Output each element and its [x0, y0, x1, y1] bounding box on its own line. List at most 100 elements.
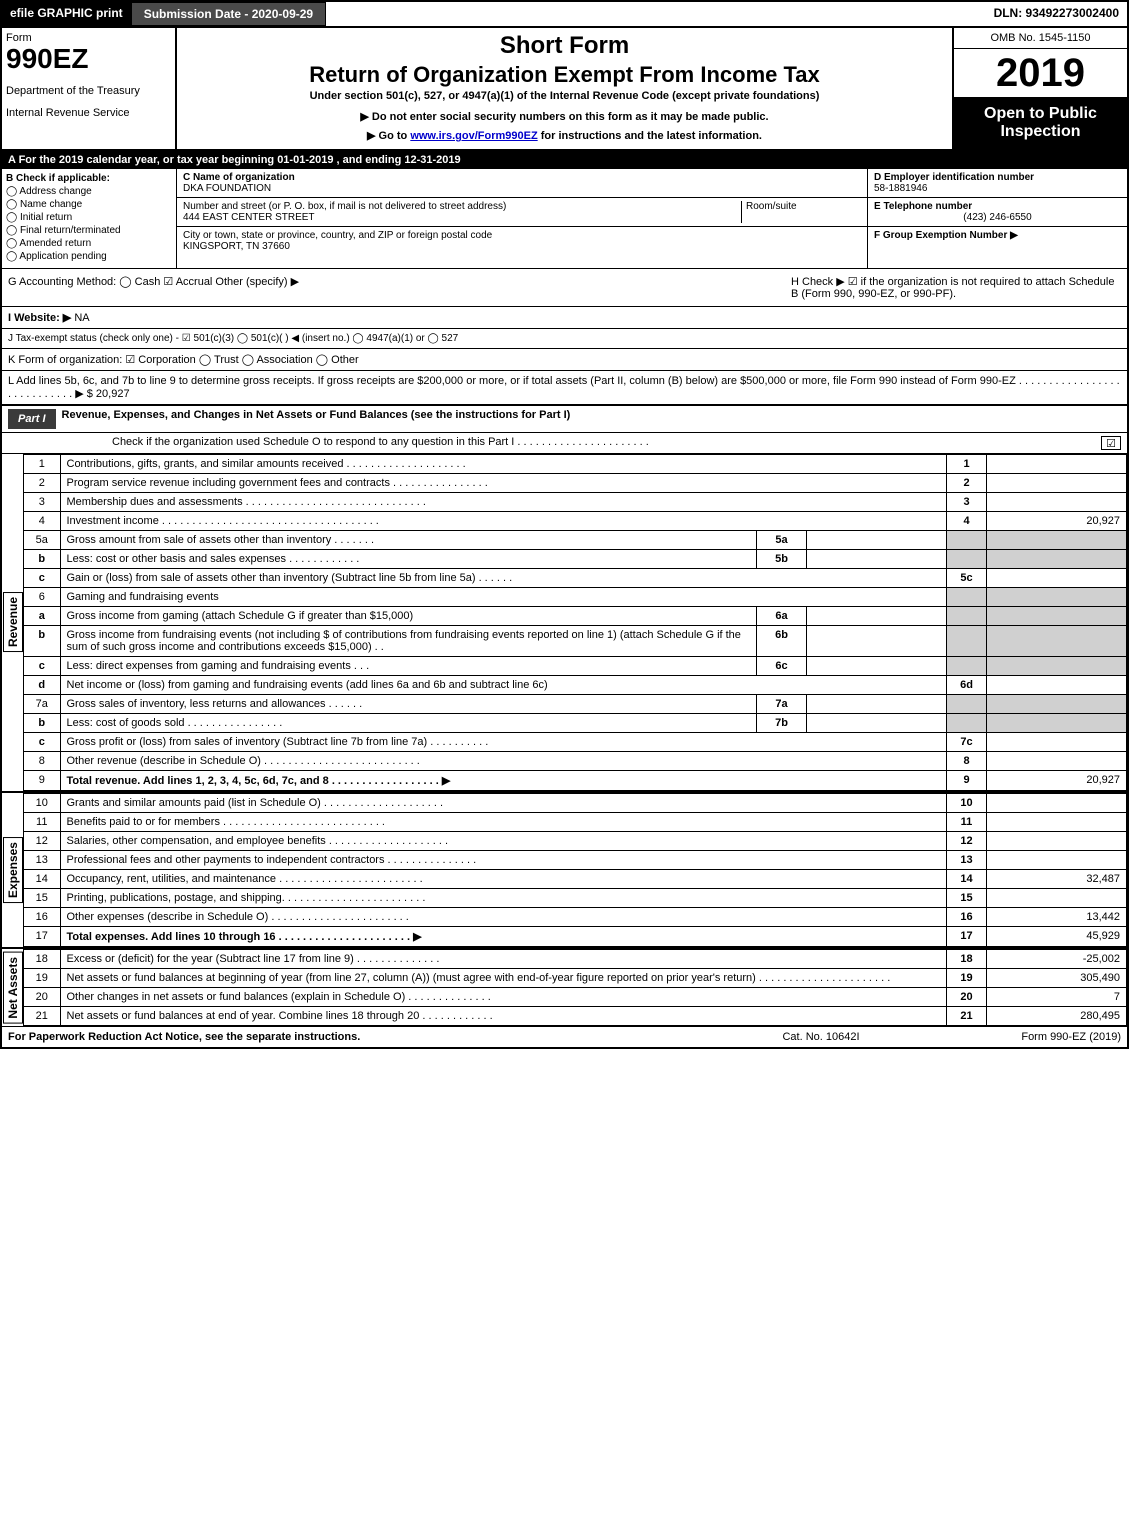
- table-row: 20Other changes in net assets or fund ba…: [24, 988, 1127, 1007]
- line-l: L Add lines 5b, 6c, and 7b to line 9 to …: [2, 371, 1127, 406]
- tax-year: 2019: [954, 49, 1127, 97]
- part1-title: Revenue, Expenses, and Changes in Net As…: [62, 409, 571, 429]
- part1-tag: Part I: [8, 409, 56, 429]
- group-exemption-label: F Group Exemption Number ▶: [874, 230, 1121, 241]
- ein-label: D Employer identification number: [874, 172, 1121, 183]
- chk-amended-return[interactable]: ◯ Amended return: [6, 238, 172, 249]
- table-row: dNet income or (loss) from gaming and fu…: [24, 676, 1127, 695]
- expenses-section: Expenses 10Grants and similar amounts pa…: [2, 791, 1127, 947]
- table-row: 19Net assets or fund balances at beginni…: [24, 969, 1127, 988]
- part1-checkbox[interactable]: ☑: [1101, 436, 1121, 450]
- table-row: 7aGross sales of inventory, less returns…: [24, 695, 1127, 714]
- addr-label: Number and street (or P. O. box, if mail…: [183, 201, 741, 212]
- chk-name-change[interactable]: ◯ Name change: [6, 199, 172, 210]
- form-header: Form 990EZ Department of the Treasury In…: [2, 28, 1127, 151]
- paperwork-notice: For Paperwork Reduction Act Notice, see …: [8, 1031, 721, 1043]
- org-address: 444 EAST CENTER STREET: [183, 212, 741, 223]
- schedule-b-check: H Check ▶ ☑ if the organization is not r…: [791, 275, 1121, 300]
- line-g-h: G Accounting Method: ◯ Cash ☑ Accrual Ot…: [2, 269, 1127, 307]
- revenue-side-label: Revenue: [3, 592, 23, 652]
- form-title: Return of Organization Exempt From Incom…: [181, 62, 948, 88]
- form-footer-label: Form 990-EZ (2019): [921, 1031, 1121, 1043]
- box-b-title: B Check if applicable:: [6, 173, 172, 184]
- chk-address-change[interactable]: ◯ Address change: [6, 186, 172, 197]
- org-city: KINGSPORT, TN 37660: [183, 241, 861, 252]
- revenue-section: Revenue 1Contributions, gifts, grants, a…: [2, 454, 1127, 791]
- table-row: 6Gaming and fundraising events: [24, 588, 1127, 607]
- city-label: City or town, state or province, country…: [183, 230, 861, 241]
- table-row: bGross income from fundraising events (n…: [24, 626, 1127, 657]
- open-inspection-label: Open to Public Inspection: [954, 97, 1127, 149]
- irs-link[interactable]: www.irs.gov/Form990EZ: [410, 130, 537, 142]
- chk-application-pending[interactable]: ◯ Application pending: [6, 251, 172, 262]
- identification-block: B Check if applicable: ◯ Address change …: [2, 169, 1127, 269]
- irs-label: Internal Revenue Service: [6, 107, 171, 119]
- table-row: cGross profit or (loss) from sales of in…: [24, 733, 1127, 752]
- table-row: 21Net assets or fund balances at end of …: [24, 1007, 1127, 1026]
- table-row: 17Total expenses. Add lines 10 through 1…: [24, 927, 1127, 947]
- header-right: OMB No. 1545-1150 2019 Open to Public In…: [952, 28, 1127, 149]
- short-form-title: Short Form: [181, 32, 948, 60]
- box-b: B Check if applicable: ◯ Address change …: [2, 169, 177, 268]
- chk-initial-return[interactable]: ◯ Initial return: [6, 212, 172, 223]
- header-center: Short Form Return of Organization Exempt…: [177, 28, 952, 149]
- table-row: 15Printing, publications, postage, and s…: [24, 889, 1127, 908]
- tax-year-line: A For the 2019 calendar year, or tax yea…: [2, 151, 1127, 169]
- part1-header: Part I Revenue, Expenses, and Changes in…: [2, 406, 1127, 433]
- table-row: 16Other expenses (describe in Schedule O…: [24, 908, 1127, 927]
- line-k: K Form of organization: ☑ Corporation ◯ …: [2, 349, 1127, 371]
- table-row: 3Membership dues and assessments . . . .…: [24, 493, 1127, 512]
- table-row: bLess: cost or other basis and sales exp…: [24, 550, 1127, 569]
- table-row: 10Grants and similar amounts paid (list …: [24, 794, 1127, 813]
- table-row: 5aGross amount from sale of assets other…: [24, 531, 1127, 550]
- form-page: efile GRAPHIC print Submission Date - 20…: [0, 0, 1129, 1049]
- table-row: cLess: direct expenses from gaming and f…: [24, 657, 1127, 676]
- table-row: 1Contributions, gifts, grants, and simil…: [24, 455, 1127, 474]
- expenses-table: 10Grants and similar amounts paid (list …: [24, 793, 1127, 947]
- expenses-side-label: Expenses: [3, 837, 23, 903]
- catalog-number: Cat. No. 10642I: [721, 1031, 921, 1043]
- tel-value: (423) 246-6550: [874, 212, 1121, 223]
- page-footer: For Paperwork Reduction Act Notice, see …: [2, 1026, 1127, 1047]
- line-i: I Website: ▶ NA: [2, 307, 1127, 329]
- table-row: bLess: cost of goods sold . . . . . . . …: [24, 714, 1127, 733]
- revenue-table: 1Contributions, gifts, grants, and simil…: [24, 454, 1127, 791]
- accounting-method: G Accounting Method: ◯ Cash ☑ Accrual Ot…: [8, 275, 791, 300]
- header-left: Form 990EZ Department of the Treasury In…: [2, 28, 177, 149]
- table-row: aGross income from gaming (attach Schedu…: [24, 607, 1127, 626]
- box-c: C Name of organization DKA FOUNDATION Nu…: [177, 169, 867, 268]
- table-row: cGain or (loss) from sale of assets othe…: [24, 569, 1127, 588]
- netassets-section: Net Assets 18Excess or (deficit) for the…: [2, 947, 1127, 1026]
- chk-final-return[interactable]: ◯ Final return/terminated: [6, 225, 172, 236]
- goto-link-line: ▶ Go to www.irs.gov/Form990EZ for instru…: [181, 129, 948, 142]
- submission-date-button[interactable]: Submission Date - 2020-09-29: [131, 2, 326, 26]
- form-subtitle: Under section 501(c), 527, or 4947(a)(1)…: [181, 90, 948, 102]
- table-row: 8Other revenue (describe in Schedule O) …: [24, 752, 1127, 771]
- table-row: 13Professional fees and other payments t…: [24, 851, 1127, 870]
- dept-label: Department of the Treasury: [6, 85, 171, 97]
- ein-value: 58-1881946: [874, 183, 1121, 194]
- table-row: 18Excess or (deficit) for the year (Subt…: [24, 950, 1127, 969]
- table-row: 9Total revenue. Add lines 1, 2, 3, 4, 5c…: [24, 771, 1127, 791]
- table-row: 2Program service revenue including gover…: [24, 474, 1127, 493]
- efile-print-button[interactable]: efile GRAPHIC print: [2, 2, 131, 26]
- room-suite: Room/suite: [741, 201, 861, 223]
- form-number: 990EZ: [6, 44, 171, 75]
- name-label: C Name of organization: [183, 172, 861, 183]
- line-j: J Tax-exempt status (check only one) - ☑…: [2, 329, 1127, 349]
- table-row: 14Occupancy, rent, utilities, and mainte…: [24, 870, 1127, 889]
- box-d: D Employer identification number 58-1881…: [867, 169, 1127, 268]
- tel-label: E Telephone number: [874, 201, 1121, 212]
- netassets-side-label: Net Assets: [3, 952, 23, 1024]
- table-row: 4Investment income . . . . . . . . . . .…: [24, 512, 1127, 531]
- org-name: DKA FOUNDATION: [183, 183, 861, 194]
- table-row: 11Benefits paid to or for members . . . …: [24, 813, 1127, 832]
- website-value: NA: [74, 312, 89, 324]
- dln-label: DLN: 93492273002400: [986, 2, 1127, 26]
- part1-check: Check if the organization used Schedule …: [2, 433, 1127, 454]
- topbar: efile GRAPHIC print Submission Date - 20…: [2, 2, 1127, 28]
- omb-number: OMB No. 1545-1150: [954, 28, 1127, 49]
- netassets-table: 18Excess or (deficit) for the year (Subt…: [24, 949, 1127, 1026]
- ssn-note: ▶ Do not enter social security numbers o…: [181, 110, 948, 123]
- table-row: 12Salaries, other compensation, and empl…: [24, 832, 1127, 851]
